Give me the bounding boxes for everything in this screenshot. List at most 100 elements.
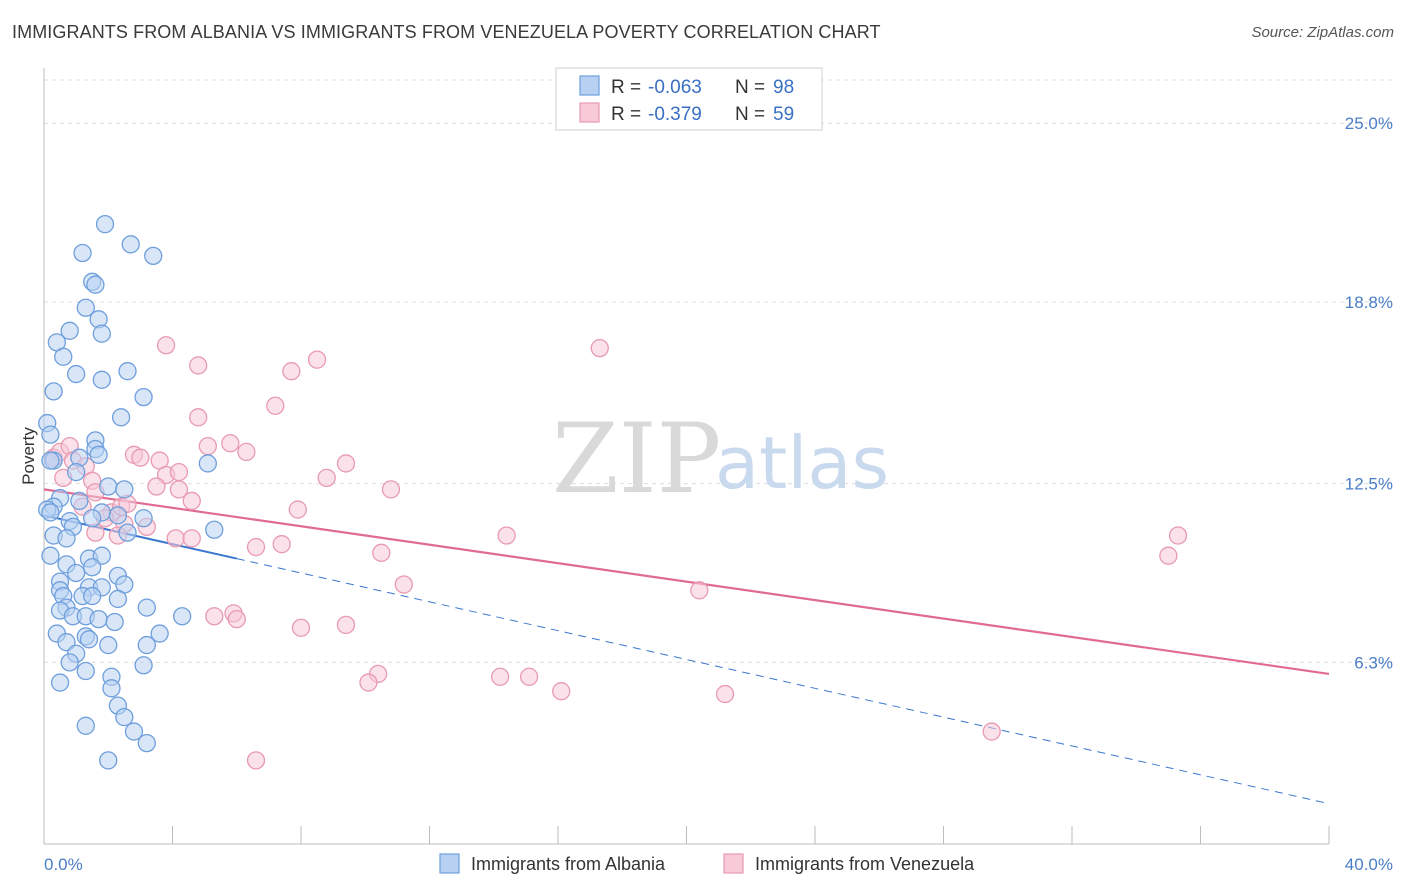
point-albania [83, 509, 102, 528]
point-venezuela [156, 336, 176, 355]
point-albania [134, 387, 153, 407]
point-venezuela [291, 618, 311, 637]
data-points [38, 215, 1188, 770]
legend-n-value-albania: 98 [773, 77, 794, 98]
y-tick-label: 18.8% [1345, 293, 1393, 312]
point-venezuela [288, 500, 307, 519]
point-venezuela [372, 543, 391, 562]
point-venezuela [497, 526, 516, 545]
point-venezuela [317, 468, 336, 488]
trend-lines [43, 488, 1330, 805]
legend-r-value-albania: -0.063 [648, 77, 702, 98]
point-albania [108, 589, 128, 609]
point-venezuela [169, 480, 189, 499]
point-albania [118, 362, 137, 381]
point-albania [115, 480, 134, 499]
point-venezuela [282, 362, 301, 381]
point-venezuela [166, 529, 185, 548]
point-albania [137, 635, 156, 655]
point-venezuela [237, 442, 256, 462]
point-albania [60, 321, 79, 340]
point-venezuela [221, 434, 240, 453]
point-albania [205, 520, 224, 539]
point-venezuela [198, 436, 217, 456]
point-venezuela [715, 684, 735, 704]
legend-r-value-venezuela: -0.379 [648, 104, 702, 125]
point-venezuela [1168, 526, 1188, 545]
point-albania [108, 506, 128, 525]
point-albania [89, 445, 108, 464]
point-albania [121, 235, 140, 254]
y-tick-labels: 6.3% 12.5% 18.8% 25.0% [1345, 114, 1393, 672]
point-albania [44, 382, 63, 401]
chart-title: IMMIGRANTS FROM ALBANIA VS IMMIGRANTS FR… [12, 22, 881, 42]
point-albania [50, 673, 70, 692]
point-venezuela [272, 535, 291, 554]
series-legend: Immigrants from Albania Immigrants from … [439, 853, 975, 874]
point-albania [76, 716, 95, 735]
point-albania [124, 722, 144, 741]
point-venezuela [590, 338, 609, 358]
point-albania [41, 546, 60, 565]
point-venezuela [246, 751, 266, 770]
y-tick-label: 6.3% [1354, 653, 1393, 672]
y-tick-label: 12.5% [1345, 475, 1393, 494]
point-venezuela [690, 581, 709, 600]
point-albania [99, 635, 118, 655]
point-albania [57, 529, 76, 548]
point-venezuela [307, 350, 327, 369]
legend-box [555, 67, 823, 131]
trend-line-venezuela [43, 488, 1330, 675]
point-venezuela [1159, 546, 1178, 565]
point-albania [198, 454, 217, 473]
point-albania [83, 558, 102, 577]
point-albania [137, 598, 156, 617]
point-venezuela [169, 462, 189, 482]
point-venezuela [336, 615, 356, 635]
point-albania [73, 243, 92, 263]
point-venezuela [227, 609, 246, 629]
point-venezuela [381, 480, 401, 499]
point-albania [76, 298, 95, 317]
x-tick-label-max: 40.0% [1345, 855, 1393, 874]
series-legend-label-venezuela: Immigrants from Venezuela [755, 854, 975, 874]
point-albania [150, 624, 169, 643]
point-albania [172, 607, 192, 626]
y-axis-label: Poverty [19, 427, 38, 485]
point-albania [137, 733, 156, 753]
legend-r-label-venezuela: R = [611, 104, 641, 125]
point-albania [66, 563, 86, 583]
axes [43, 68, 1330, 845]
point-venezuela [189, 408, 208, 427]
point-venezuela [552, 682, 571, 701]
point-albania [89, 609, 108, 629]
watermark-zip: ZIP [552, 403, 721, 515]
grid [44, 79, 1393, 663]
point-albania [41, 451, 60, 470]
correlation-legend: R = -0.063 N = 98 R = -0.379 N = 59 [555, 67, 823, 131]
point-albania [118, 523, 137, 542]
legend-r-label-albania: R = [611, 77, 641, 98]
point-venezuela [182, 529, 201, 548]
point-venezuela [189, 356, 208, 375]
point-venezuela [147, 477, 166, 496]
point-albania [95, 215, 115, 234]
point-albania [99, 477, 118, 496]
series-legend-swatch-albania [439, 853, 460, 874]
point-albania [79, 630, 99, 649]
point-albania [86, 275, 105, 294]
point-venezuela [491, 667, 510, 686]
y-tick-label: 25.0% [1345, 114, 1393, 133]
point-venezuela [266, 396, 285, 415]
legend-n-value-venezuela: 59 [773, 104, 794, 125]
point-albania [111, 408, 131, 427]
point-albania [92, 324, 111, 343]
point-venezuela [131, 448, 150, 467]
point-albania [54, 347, 73, 366]
point-albania [70, 491, 89, 511]
point-albania [83, 586, 102, 606]
point-venezuela [336, 454, 356, 473]
point-albania [41, 503, 60, 522]
x-tick-label-min: 0.0% [44, 855, 83, 874]
